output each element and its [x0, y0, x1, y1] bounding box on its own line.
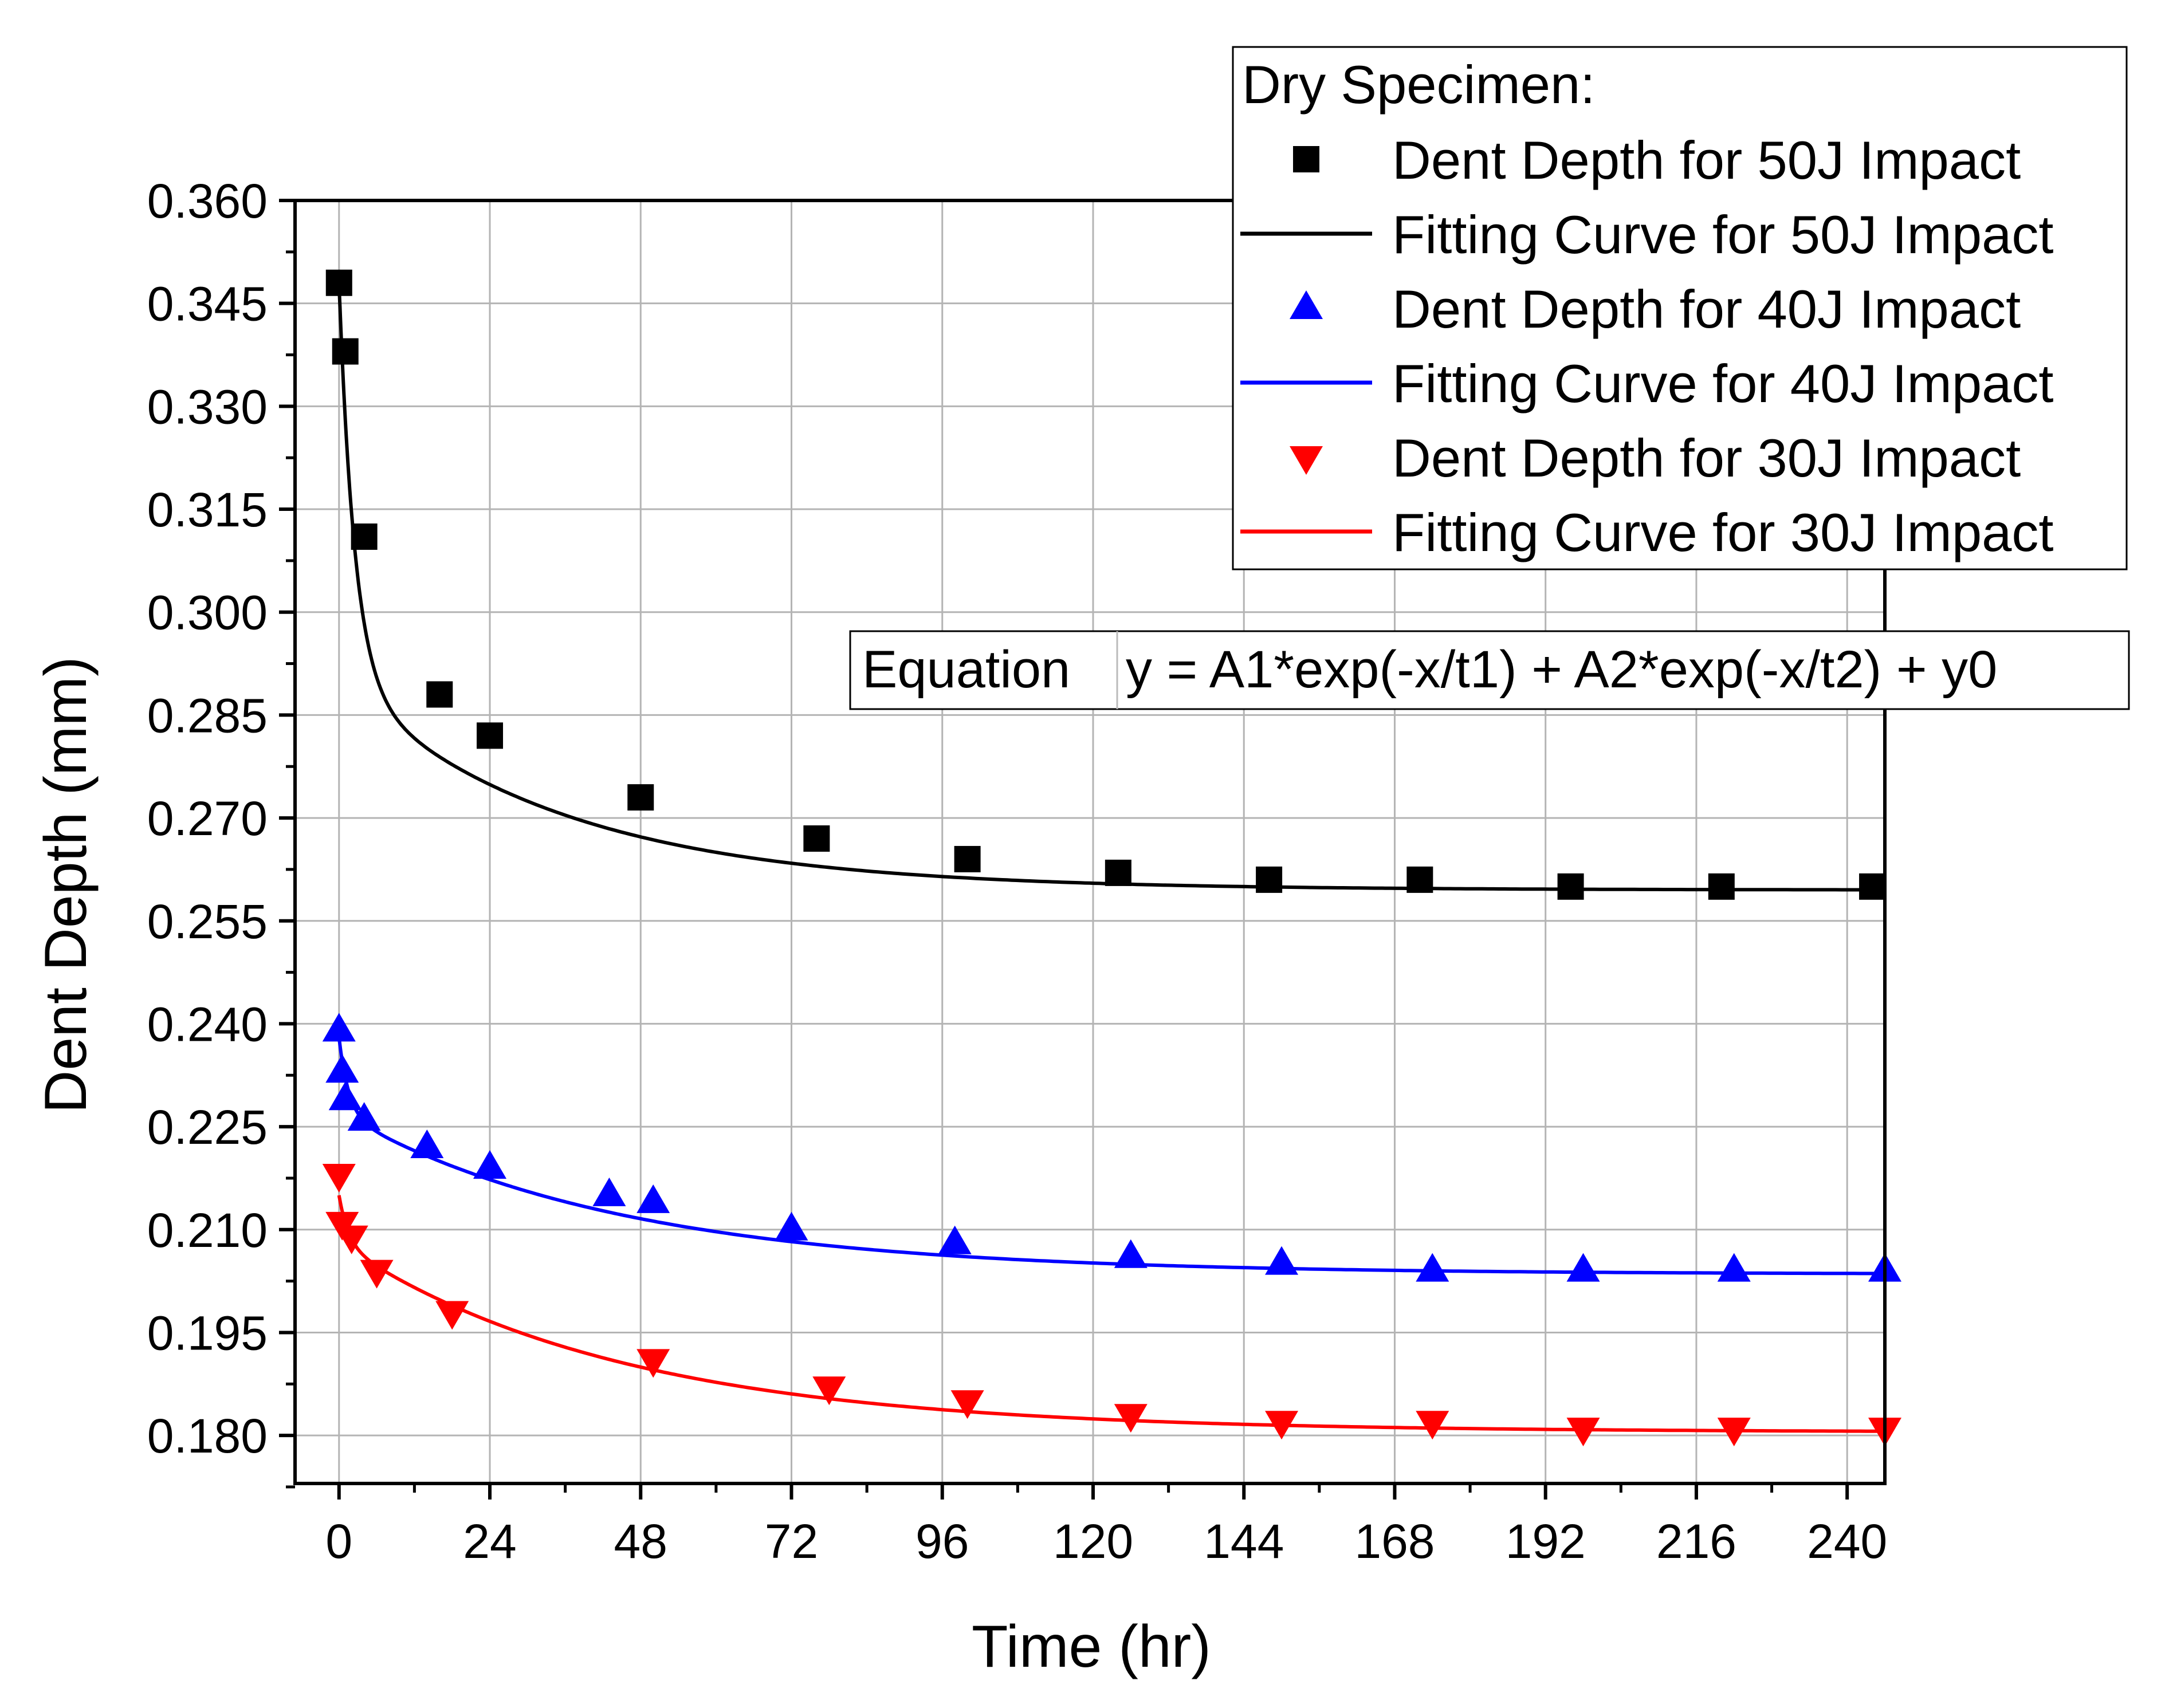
data-point: [322, 1013, 356, 1042]
y-tick-label: 0.345: [147, 277, 268, 331]
data-point: [627, 784, 654, 811]
data-point: [1105, 859, 1131, 886]
data-point: [473, 1150, 507, 1179]
data-point: [1416, 1253, 1449, 1282]
legend-label-5: Fitting Curve for 30J Impact: [1392, 502, 2054, 562]
legend-label-1: Fitting Curve for 50J Impact: [1392, 204, 2054, 265]
legend-marker-2: [1290, 290, 1323, 319]
data-point: [1114, 1404, 1148, 1433]
data-point: [1265, 1411, 1299, 1440]
x-tick-label: 192: [1506, 1514, 1586, 1568]
data-point: [1859, 873, 1886, 900]
data-point: [477, 722, 504, 749]
y-tick-label: 0.315: [147, 483, 268, 537]
legend-label-4: Dent Depth for 30J Impact: [1392, 428, 2021, 488]
x-tick-label: 168: [1354, 1514, 1435, 1568]
equation-box: Equation y = A1*exp(-x/t1) + A2*exp(-x/t…: [849, 630, 2130, 710]
data-point: [1265, 1246, 1299, 1275]
axis-ticks: [279, 199, 1849, 1500]
data-point: [325, 269, 352, 296]
data-point: [592, 1177, 626, 1206]
data-point: [1566, 1253, 1600, 1282]
y-axis-title: Dent Depth (mm): [33, 656, 99, 1113]
x-tick-label: 144: [1204, 1514, 1284, 1568]
x-axis-title: Time (hr): [972, 1613, 1211, 1680]
data-point: [954, 845, 981, 872]
data-point: [636, 1184, 670, 1213]
data-point: [938, 1225, 972, 1254]
legend-entries: Dent Depth for 50J Impact Fitting Curve f…: [1240, 130, 2054, 562]
equation-label: Equation: [862, 640, 1070, 699]
legend-label-3: Fitting Curve for 40J Impact: [1392, 353, 2054, 414]
data-point: [435, 1301, 469, 1330]
data-point: [1557, 873, 1584, 900]
data-point: [803, 825, 830, 852]
y-tick-label: 0.330: [147, 380, 268, 434]
data-point: [1566, 1418, 1600, 1447]
data-point: [1416, 1411, 1449, 1440]
data-point: [322, 1163, 356, 1193]
data-point: [410, 1130, 444, 1159]
legend-label-2: Dent Depth for 40J Impact: [1392, 279, 2021, 339]
y-tick-label: 0.285: [147, 688, 268, 742]
data-point: [775, 1211, 808, 1241]
y-tick-label: 0.360: [147, 174, 268, 228]
data-point: [1114, 1239, 1148, 1268]
data-point: [812, 1376, 846, 1406]
x-tick-label: 96: [915, 1514, 969, 1568]
data-point: [1717, 1418, 1751, 1447]
data-point: [328, 1081, 362, 1111]
x-tick-label: 120: [1053, 1514, 1133, 1568]
legend-title: Dry Specimen:: [1242, 54, 1595, 115]
data-point: [1256, 866, 1283, 893]
y-tick-label: 0.210: [147, 1203, 268, 1257]
data-point: [325, 1054, 359, 1083]
y-tick-label: 0.300: [147, 586, 268, 640]
data-point: [335, 1225, 368, 1254]
x-tick-label: 240: [1807, 1514, 1887, 1568]
fit-curve-0: [337, 282, 1873, 892]
data-point: [351, 523, 378, 550]
x-tick-label: 0: [325, 1514, 352, 1568]
data-point: [347, 1102, 381, 1131]
legend-marker-4: [1290, 446, 1323, 475]
y-tick-label: 0.180: [147, 1409, 268, 1463]
x-tick-label: 24: [463, 1514, 516, 1568]
data-point: [360, 1260, 394, 1289]
x-tick-label: 72: [765, 1514, 818, 1568]
y-tick-label: 0.195: [147, 1306, 268, 1360]
data-markers: [322, 269, 1901, 1447]
equation-frame: [849, 630, 2130, 710]
y-tick-label: 0.270: [147, 792, 268, 845]
x-tick-label: 48: [614, 1514, 667, 1568]
data-point: [1717, 1253, 1751, 1282]
y-tick-label: 0.255: [147, 895, 268, 949]
data-point: [332, 338, 359, 365]
legend-label-0: Dent Depth for 50J Impact: [1392, 130, 2021, 190]
tick-labels: 0 24 48 72 96 120 144 168 192 216 240 0.180 0.195 0.2…: [147, 174, 1887, 1568]
data-point: [950, 1390, 984, 1419]
data-point: [1406, 866, 1433, 893]
legend-marker-0: [1293, 146, 1319, 172]
fit-curve-2: [337, 1195, 1885, 1433]
x-tick-label: 216: [1656, 1514, 1736, 1568]
plot-frame: [293, 199, 1887, 1485]
equation-formula: y = A1*exp(-x/t1) + A2*exp(-x/t2) + y0: [1126, 640, 1997, 699]
data-point: [426, 681, 453, 708]
legend: Dry Specimen: Dent Depth for 50J Impact F…: [1232, 46, 2128, 570]
data-point: [636, 1349, 670, 1378]
legend-box: [1232, 46, 2128, 570]
y-tick-label: 0.225: [147, 1100, 268, 1154]
y-tick-label: 0.240: [147, 997, 268, 1051]
data-point: [1708, 873, 1735, 900]
